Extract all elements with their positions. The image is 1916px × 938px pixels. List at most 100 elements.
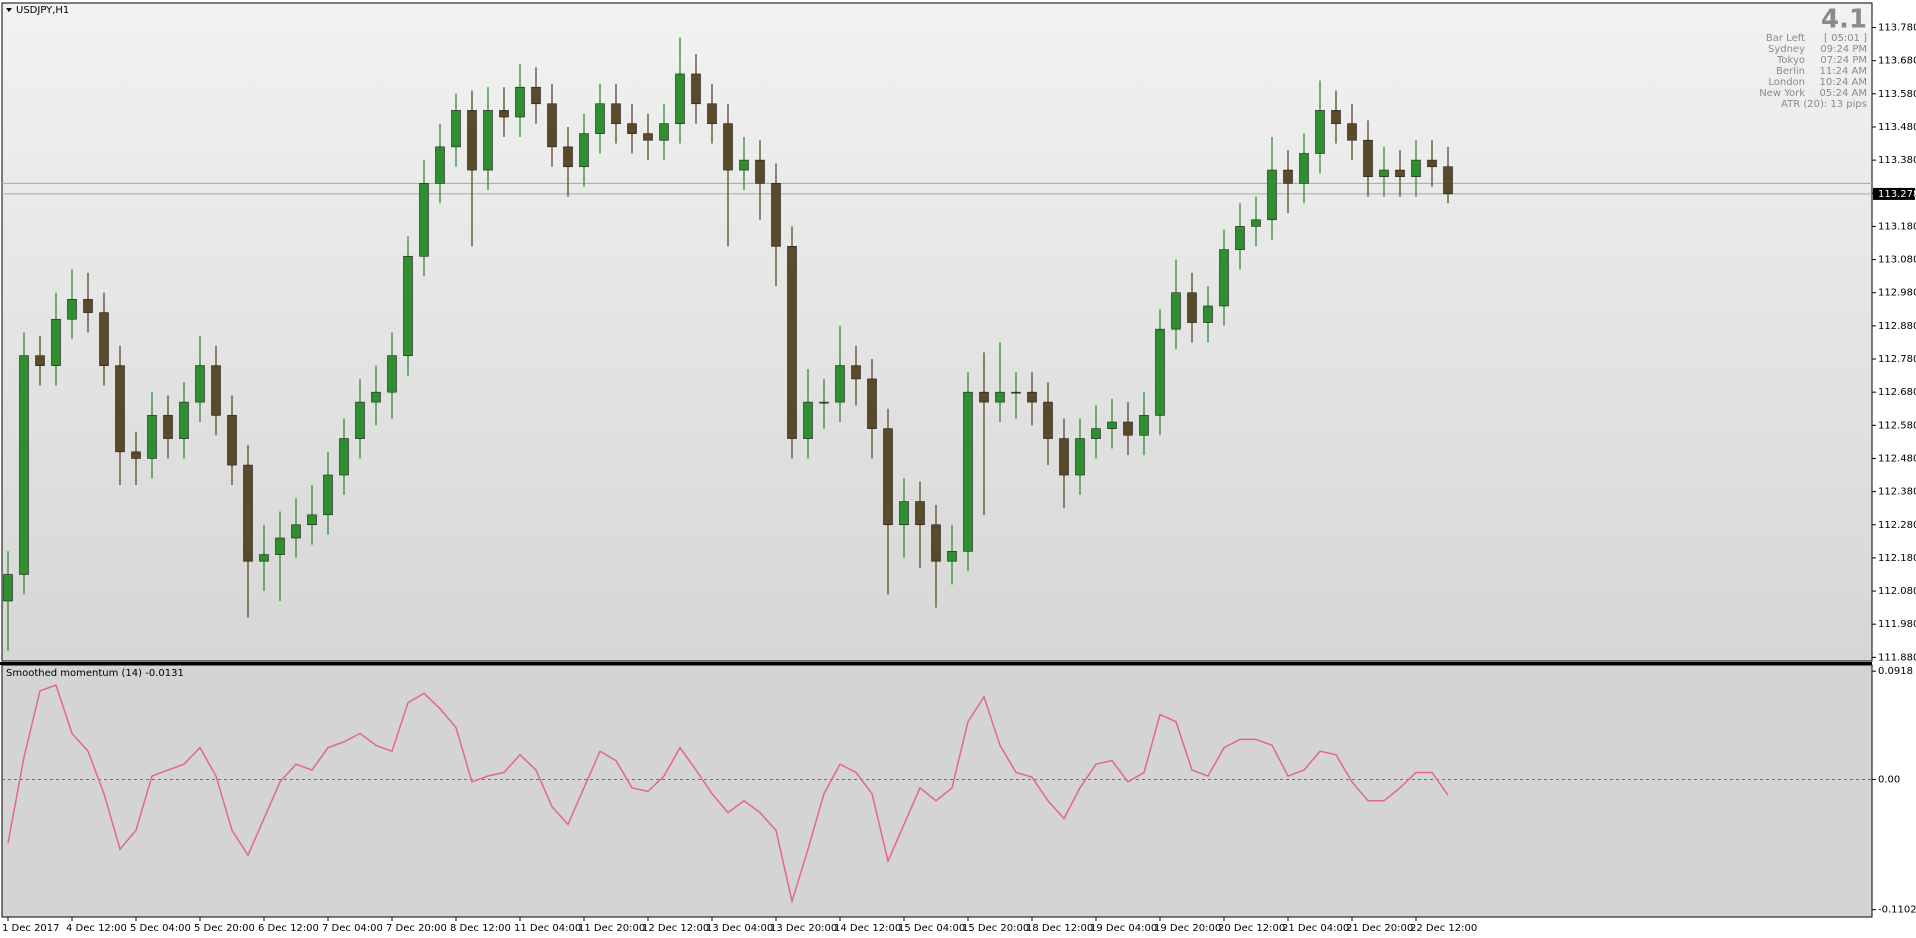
candle-body: [995, 391, 1005, 403]
candle-body: [499, 110, 509, 118]
candle-body: [835, 365, 845, 403]
candle-body: [1395, 169, 1405, 177]
info-atr: ATR (20): 13 pips: [1781, 99, 1867, 110]
candle-body: [739, 159, 749, 171]
candle-body: [1107, 421, 1117, 429]
candle-body: [547, 103, 557, 148]
y-tick-label: 112.380: [1878, 487, 1916, 498]
candle-body: [307, 514, 317, 526]
candle-body: [1299, 153, 1309, 184]
x-tick-label: 12 Dec 12:00: [642, 923, 709, 934]
candle-body: [611, 103, 621, 124]
x-tick-label: 6 Dec 12:00: [258, 923, 319, 934]
info-label: Bar Left: [1766, 33, 1805, 44]
x-tick-label: 13 Dec 20:00: [770, 923, 837, 934]
x-tick-label: 11 Dec 04:00: [514, 923, 581, 934]
candle-body: [83, 299, 93, 313]
y-tick-label: 113.380: [1878, 155, 1916, 166]
candle-body: [1315, 110, 1325, 154]
candle-body: [1411, 159, 1421, 177]
candle-body: [723, 123, 733, 171]
candle-body: [1443, 166, 1453, 195]
candle-body: [1059, 438, 1069, 476]
x-tick-label: 18 Dec 12:00: [1026, 923, 1093, 934]
candle-body: [1043, 401, 1053, 439]
candle-body: [387, 355, 397, 393]
candle-body: [1251, 219, 1261, 227]
candle-body: [931, 524, 941, 562]
info-value: [ 05:01 ]: [1824, 33, 1867, 44]
candle-body: [99, 312, 109, 366]
candle-body: [179, 401, 189, 439]
x-tick-label: 15 Dec 20:00: [962, 923, 1029, 934]
y-tick-label: 112.480: [1878, 453, 1916, 464]
candle-body: [403, 255, 413, 357]
info-label: New York: [1759, 88, 1805, 99]
y-tick-label: 112.680: [1878, 387, 1916, 398]
candle-body: [1347, 123, 1357, 141]
y-tick-label: 113.480: [1878, 122, 1916, 133]
candle-body: [1139, 415, 1149, 436]
x-tick-label: 22 Dec 12:00: [1410, 923, 1477, 934]
candle-body: [963, 391, 973, 552]
main-pane: [1, 2, 1873, 662]
y-tick-label: 113.580: [1878, 89, 1916, 100]
candle-body: [579, 133, 589, 168]
x-tick-label: 5 Dec 04:00: [130, 923, 191, 934]
candle-body: [1123, 421, 1133, 436]
candle-body: [1011, 391, 1021, 394]
x-tick-label: 19 Dec 04:00: [1090, 923, 1157, 934]
candle-body: [131, 451, 141, 459]
candle-body: [531, 86, 541, 105]
x-tick-label: 13 Dec 04:00: [706, 923, 773, 934]
candle-body: [883, 428, 893, 526]
info-label: Berlin: [1776, 66, 1805, 77]
candle-body: [67, 299, 77, 320]
pane-splitter: [0, 662, 1872, 665]
info-value: 05:24 AM: [1820, 88, 1867, 99]
x-tick-label: 8 Dec 12:00: [450, 923, 511, 934]
candle-body: [1155, 328, 1165, 416]
candle-body: [275, 537, 285, 555]
candle-body: [755, 159, 765, 184]
candle-body: [291, 524, 301, 539]
candle-body: [1427, 159, 1437, 168]
candle-body: [979, 391, 989, 403]
candle-body: [771, 183, 781, 247]
x-tick-label: 1 Dec 2017: [2, 923, 60, 934]
candle-body: [899, 501, 909, 526]
x-tick-label: 7 Dec 20:00: [386, 923, 447, 934]
y-tick-label: 0.00: [1878, 775, 1900, 786]
candle-body: [195, 365, 205, 403]
candle-body: [467, 110, 477, 171]
candle-body: [115, 365, 125, 453]
x-tick-label: 7 Dec 04:00: [322, 923, 383, 934]
candle-body: [515, 86, 525, 118]
indicator-title: Smoothed momentum (14) -0.0131: [6, 668, 184, 679]
candle-body: [691, 73, 701, 105]
x-tick-label: 19 Dec 20:00: [1154, 923, 1221, 934]
candle-body: [19, 355, 29, 575]
y-tick-label: 112.180: [1878, 553, 1916, 564]
menu-arrow[interactable]: [6, 8, 12, 12]
candle-body: [1267, 169, 1277, 221]
y-tick-label: 113.080: [1878, 255, 1916, 266]
candle-body: [1091, 428, 1101, 439]
candle-body: [595, 103, 605, 134]
momentum-line: [7, 684, 1449, 905]
candle-body: [1203, 305, 1213, 323]
candle-body: [419, 183, 429, 257]
x-tick-label: 21 Dec 20:00: [1346, 923, 1413, 934]
x-tick-label: 15 Dec 04:00: [898, 923, 965, 934]
candle-body: [1379, 169, 1389, 177]
x-tick-label: 21 Dec 04:00: [1282, 923, 1349, 934]
candle-body: [851, 365, 861, 380]
candle-body: [675, 73, 685, 124]
candle-body: [371, 391, 381, 403]
candle-body: [1219, 249, 1229, 307]
candle-body: [51, 318, 61, 366]
info-value: 09:24 PM: [1820, 44, 1867, 55]
candle-body: [1187, 292, 1197, 323]
y-tick-label: 112.980: [1878, 288, 1916, 299]
candle-body: [1331, 110, 1341, 124]
